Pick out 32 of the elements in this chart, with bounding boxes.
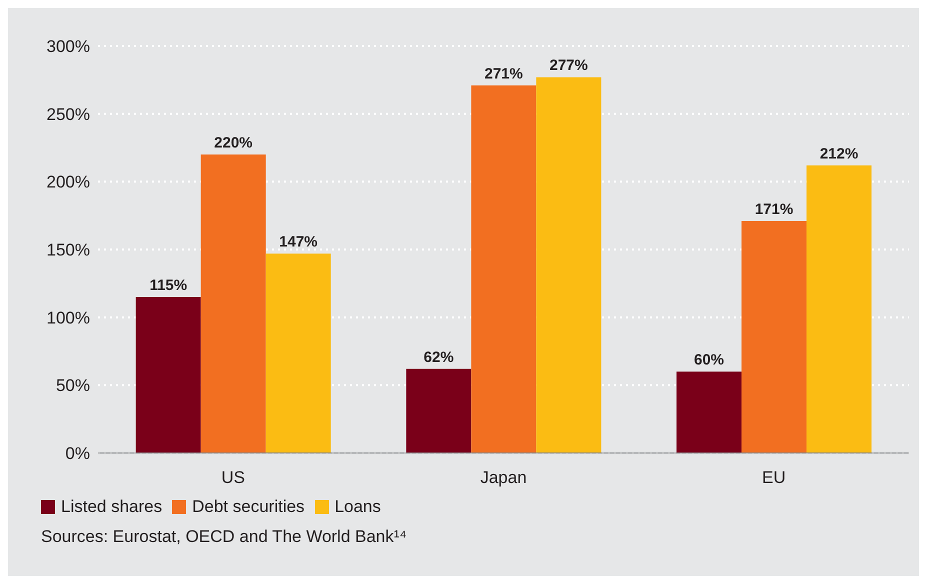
legend-label: Loans bbox=[334, 497, 381, 517]
x-tick-label: EU bbox=[762, 468, 786, 488]
data-label: 212% bbox=[820, 145, 858, 162]
data-label: 147% bbox=[279, 234, 318, 251]
data-label: 220% bbox=[214, 134, 253, 152]
bar bbox=[200, 154, 266, 453]
bar bbox=[806, 165, 872, 453]
bar bbox=[266, 254, 331, 453]
bar bbox=[471, 85, 536, 453]
y-tick-label: 300% bbox=[46, 37, 90, 56]
legend-label: Listed shares bbox=[60, 497, 162, 517]
data-label: 62% bbox=[424, 348, 454, 366]
data-label: 171% bbox=[754, 201, 794, 218]
y-tick-label: 0% bbox=[65, 444, 90, 464]
y-tick-label: 50% bbox=[56, 376, 90, 396]
y-tick-label: 100% bbox=[46, 308, 90, 328]
y-tick-label: 200% bbox=[46, 172, 90, 192]
data-label: 60% bbox=[694, 352, 724, 369]
bar bbox=[536, 77, 602, 453]
source-note: Sources: Eurostat, OECD and The World Bank¹⁴ bbox=[41, 527, 408, 547]
bar bbox=[742, 221, 807, 453]
data-label: 115% bbox=[150, 276, 188, 294]
x-tick-label: US bbox=[221, 468, 245, 488]
bar bbox=[136, 296, 201, 453]
x-tick-label: Japan bbox=[480, 468, 527, 488]
legend-label: Debt securities bbox=[191, 497, 305, 517]
data-label: 271% bbox=[484, 65, 523, 82]
bar bbox=[676, 372, 742, 453]
y-tick-label: 250% bbox=[46, 104, 90, 124]
data-label: 277% bbox=[549, 57, 588, 74]
y-tick-label: 150% bbox=[46, 240, 90, 260]
bar bbox=[406, 368, 472, 453]
